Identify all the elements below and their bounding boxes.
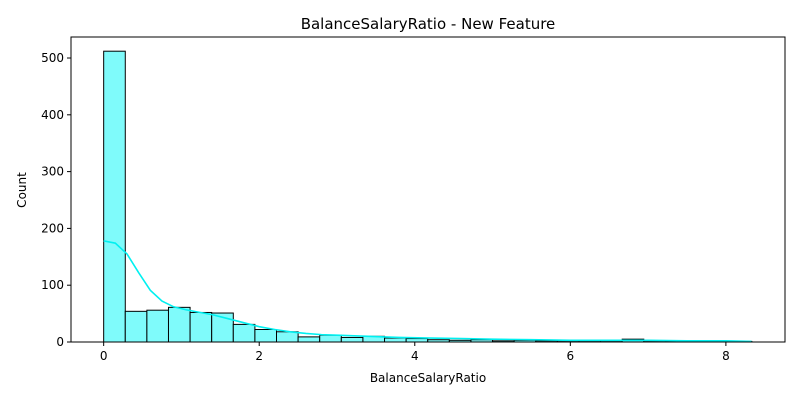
histogram-bar-11 (340, 336, 364, 343)
histogram-bar-2 (146, 309, 169, 343)
y-tick-label: 400 (41, 108, 64, 122)
y-tick-label: 100 (41, 278, 64, 292)
histogram-bar-6 (232, 323, 256, 343)
histogram-bar-8 (276, 331, 299, 343)
y-tick-label: 200 (41, 221, 64, 235)
y-axis: 0 100 200 300 400 500 (41, 51, 71, 349)
histogram-bar-0 (103, 50, 126, 343)
x-tick-label: 8 (722, 349, 730, 363)
x-axis-title: BalanceSalaryRatio (370, 371, 486, 385)
histogram-bar-13 (384, 337, 407, 343)
histogram-bar-14 (405, 338, 429, 343)
x-tick-label: 4 (411, 349, 419, 363)
kde-line (103, 240, 752, 343)
histogram-bar-4 (189, 311, 213, 343)
x-tick-label: 0 (100, 349, 108, 363)
x-tick-label: 6 (567, 349, 575, 363)
plot-frame (70, 36, 786, 343)
histogram-bar-9 (297, 336, 321, 343)
y-axis-title: Count (15, 172, 29, 208)
histogram-bars (103, 50, 753, 343)
y-tick-label: 0 (56, 335, 64, 349)
histogram-bar-3 (167, 306, 191, 343)
histogram-bar-1 (124, 310, 148, 343)
y-tick-label: 500 (41, 51, 64, 65)
histogram-bar-10 (319, 334, 342, 343)
y-tick-label: 300 (41, 165, 64, 179)
x-axis: 0 2 4 6 8 (100, 342, 730, 363)
chart-title: BalanceSalaryRatio - New Feature (301, 15, 556, 33)
histogram-bar-7 (254, 329, 278, 343)
x-tick-label: 2 (255, 349, 263, 363)
